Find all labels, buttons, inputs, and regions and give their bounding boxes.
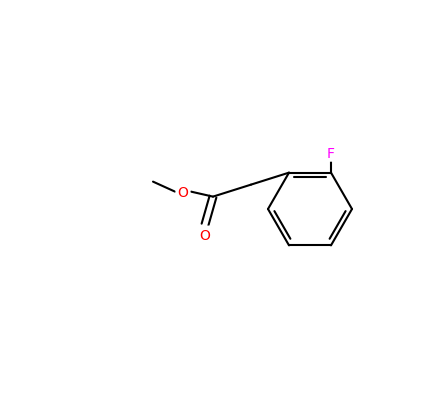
Text: O: O [178, 185, 188, 199]
Text: O: O [200, 228, 210, 242]
Text: F: F [327, 146, 335, 160]
